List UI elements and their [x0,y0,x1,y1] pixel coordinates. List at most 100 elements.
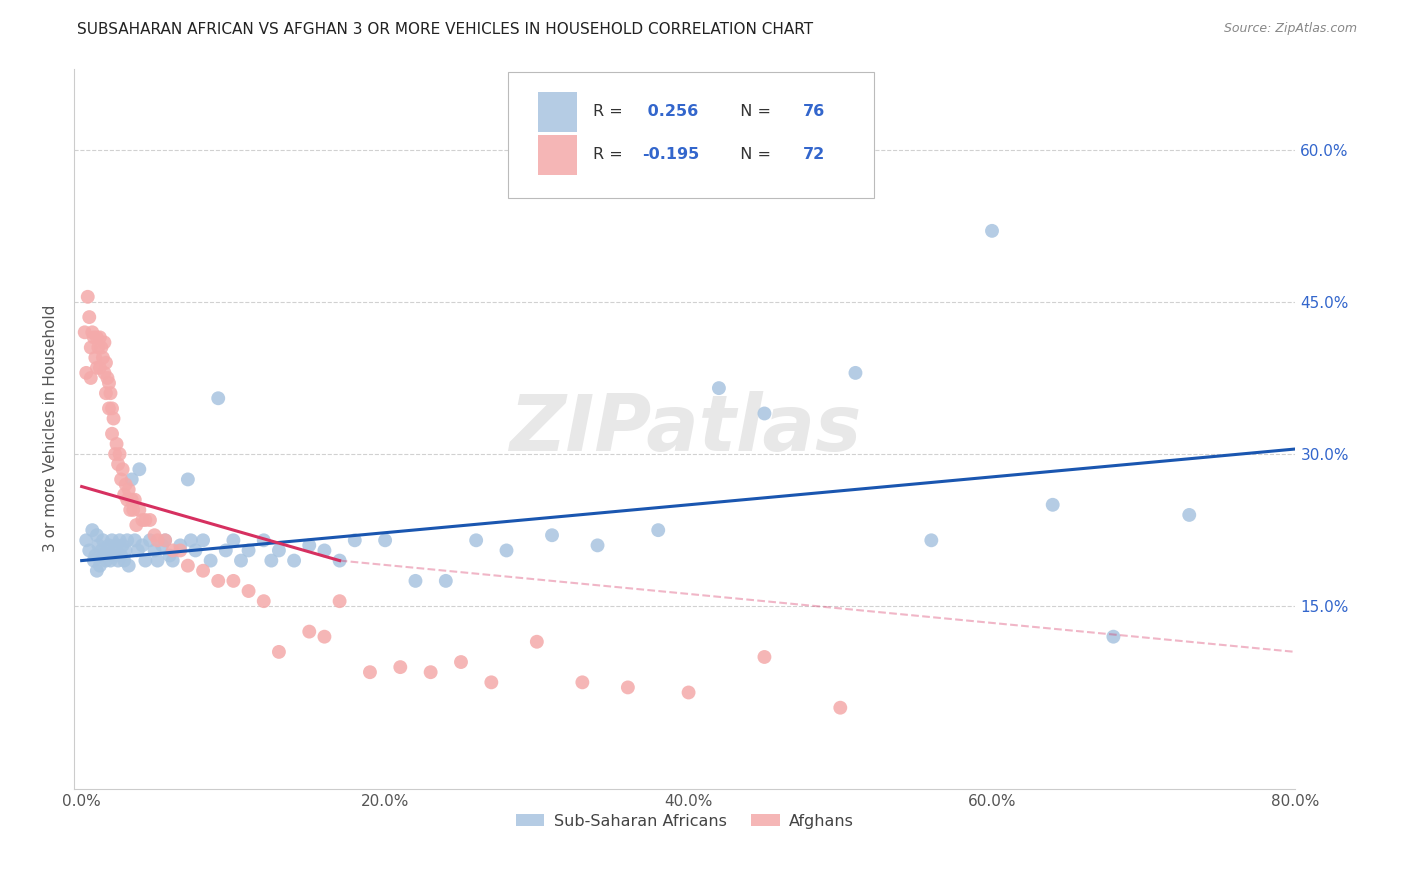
Point [678,685,700,699]
Point [75,533,97,548]
Point [215,543,238,558]
Bar [538,92,578,131]
Point [526,634,548,648]
Point [98,538,121,552]
Point [162,553,184,567]
Point [82,326,104,340]
Point [93,335,115,350]
Point [207,574,229,588]
Point [359,665,381,680]
Point [159,549,181,563]
Point [617,681,640,695]
Point [77,310,100,324]
Point [222,574,245,588]
Point [169,543,191,558]
Point [128,503,150,517]
Point [314,630,336,644]
Point [114,477,136,491]
Point [981,224,1004,238]
Point [495,543,517,558]
Point [229,553,252,567]
Point [76,290,98,304]
Point [111,538,134,552]
Point [707,381,730,395]
Point [260,553,283,567]
Point [1102,630,1125,644]
Point [104,543,127,558]
Point [1042,498,1064,512]
Point [75,366,97,380]
Point [131,513,153,527]
Point [419,665,441,680]
Point [134,553,156,567]
Point [86,564,108,578]
Point [153,533,176,548]
Point [139,533,162,548]
Point [93,549,115,563]
Point [374,533,396,548]
Text: ZIPatlas: ZIPatlas [509,391,860,467]
Point [84,351,107,365]
Point [450,655,472,669]
Point [121,492,143,507]
Point [131,538,153,552]
Point [96,543,118,558]
Point [122,503,145,517]
Point [150,538,173,552]
Point [101,401,124,416]
Point [105,437,128,451]
Point [139,513,162,527]
Point [298,624,321,639]
Point [98,376,121,390]
Point [103,411,125,425]
Legend: Sub-Saharan Africans, Afghans: Sub-Saharan Africans, Afghans [509,807,860,835]
Point [586,538,609,552]
Point [128,462,150,476]
Text: Source: ZipAtlas.com: Source: ZipAtlas.com [1223,22,1357,36]
Point [114,543,136,558]
Point [184,543,207,558]
Point [754,650,776,665]
Point [314,543,336,558]
Point [298,538,321,552]
Point [177,472,200,486]
Point [108,533,131,548]
Text: 76: 76 [803,104,825,120]
Point [830,700,852,714]
Y-axis label: 3 or more Vehicles in Household: 3 or more Vehicles in Household [44,305,58,552]
Text: 0.256: 0.256 [643,104,699,120]
Point [73,326,96,340]
Text: 72: 72 [803,147,825,162]
Point [434,574,457,588]
Point [104,447,127,461]
Point [108,447,131,461]
Point [283,553,305,567]
Point [389,660,412,674]
Point [96,371,118,385]
Point [80,371,103,385]
Text: R =: R = [593,104,628,120]
Point [118,483,141,497]
Point [571,675,593,690]
Point [87,538,110,552]
Point [89,558,111,573]
Point [86,360,108,375]
Point [82,523,104,537]
Point [90,543,112,558]
Text: R =: R = [593,147,628,162]
Point [89,330,111,344]
Point [143,528,166,542]
Text: N =: N = [730,147,776,162]
Point [207,391,229,405]
Point [267,645,290,659]
Point [77,543,100,558]
Point [83,330,105,344]
Point [541,528,564,542]
Point [100,553,122,567]
Point [107,553,129,567]
Point [112,488,135,502]
Point [125,518,148,533]
Point [101,426,124,441]
Point [844,366,866,380]
Point [343,533,366,548]
